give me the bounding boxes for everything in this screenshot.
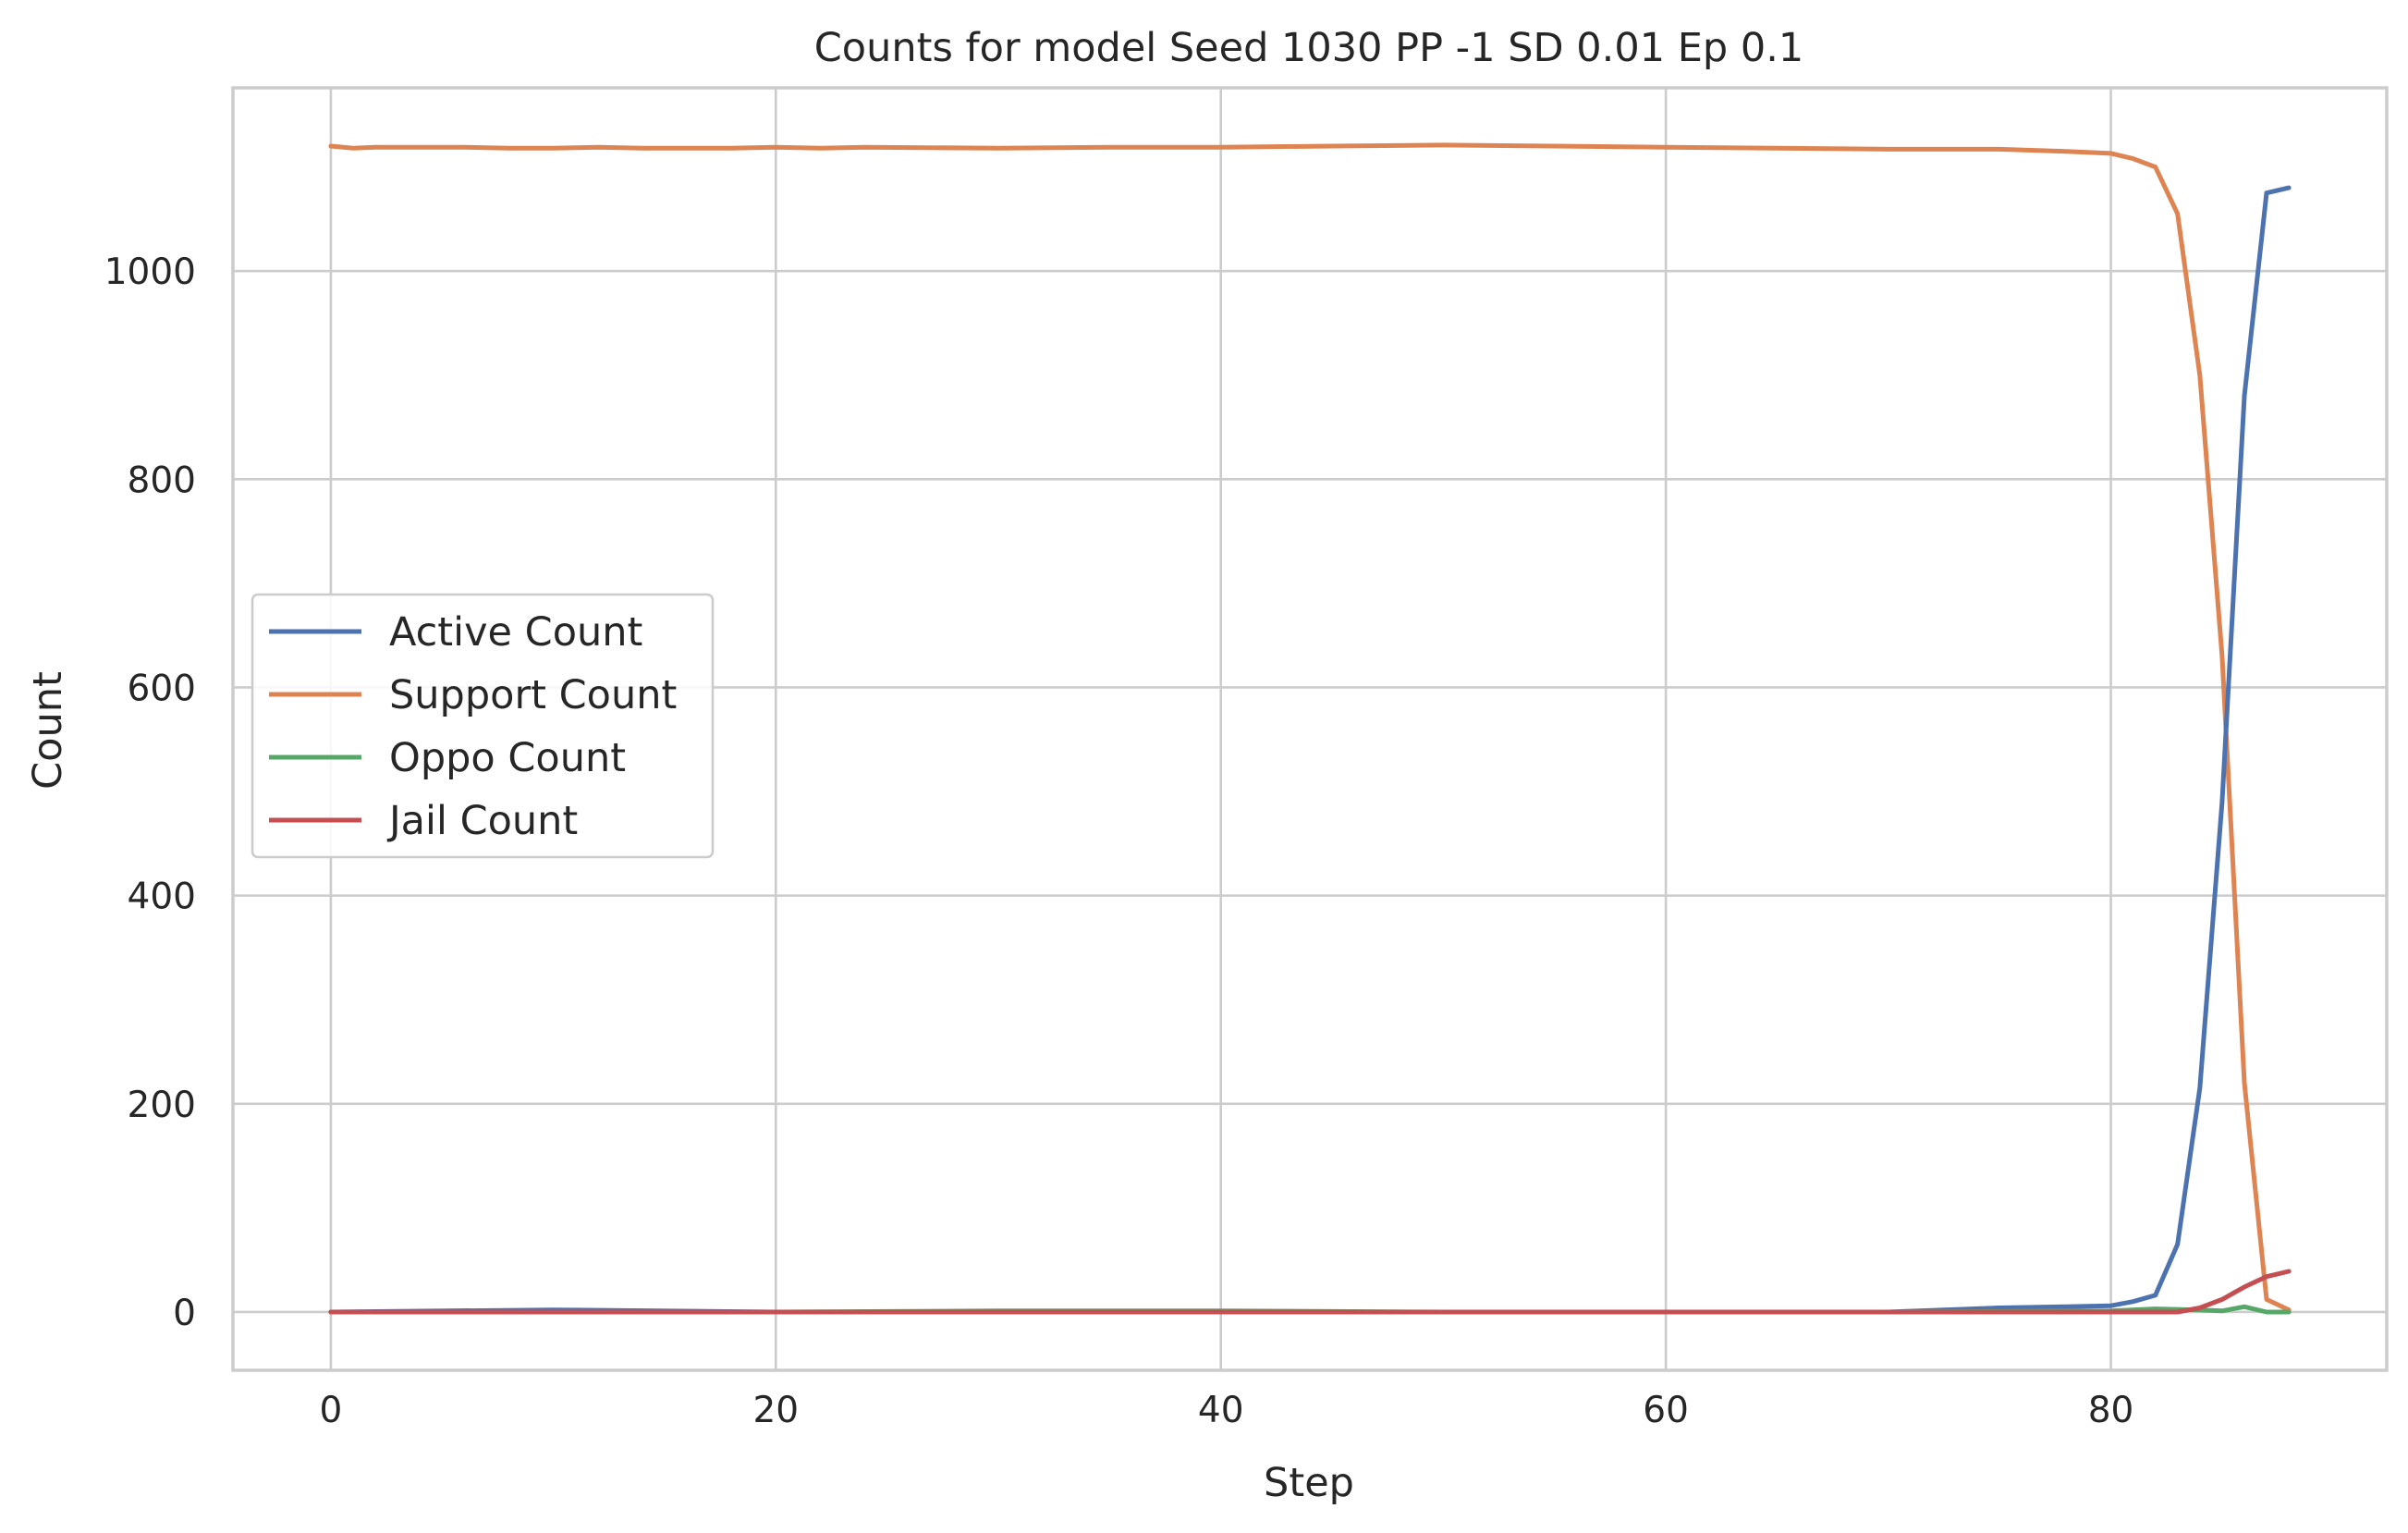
legend-label: Oppo Count [389,735,626,781]
y-axis-ticks: 0 200 400 600 800 1000 [104,251,196,1334]
x-tick-label: 80 [2088,1390,2134,1431]
legend-label: Active Count [389,609,642,656]
x-tick-label: 60 [1643,1390,1689,1431]
series-line-jail-count [328,1269,2292,1315]
y-tick-label: 0 [173,1293,196,1334]
y-axis-label: Count [25,671,71,790]
x-tick-label: 20 [752,1390,799,1431]
series-lines [328,142,2292,1315]
y-tick-label: 600 [128,668,196,709]
y-tick-label: 400 [128,877,196,918]
y-tick-label: 800 [128,460,196,501]
y-tick-label: 1000 [104,251,196,293]
y-tick-label: 200 [128,1085,196,1126]
x-axis-label: Step [1264,1460,1354,1506]
plot-frame [231,86,2389,1372]
legend-box [251,593,715,859]
legend-label: Jail Count [386,798,578,844]
x-tick-label: 40 [1198,1390,1244,1431]
x-axis-ticks: 0 20 40 60 80 [319,1390,2133,1431]
x-tick-label: 0 [319,1390,342,1431]
legend: Active Count Support Count Oppo Count Jail … [251,593,715,859]
chart-title: Counts for model Seed 1030 PP -1 SD 0.01… [814,25,1803,71]
legend-label: Support Count [389,672,677,718]
series-line-support-count [328,142,2292,1313]
